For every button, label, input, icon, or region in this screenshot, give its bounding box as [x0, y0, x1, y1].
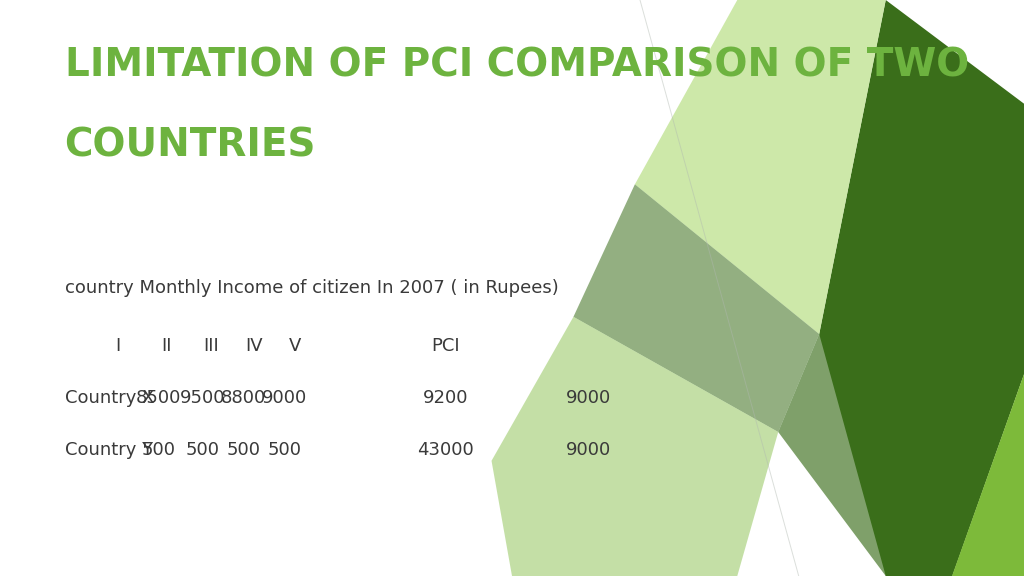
Text: Country X: Country X: [65, 389, 154, 407]
Text: 9200: 9200: [423, 389, 468, 407]
Text: LIMITATION OF PCI COMPARISON OF TWO: LIMITATION OF PCI COMPARISON OF TWO: [65, 46, 969, 84]
Text: I: I: [115, 337, 121, 355]
Text: 9000: 9000: [566, 389, 611, 407]
Text: country Monthly Income of citizen In 2007 ( in Rupees): country Monthly Income of citizen In 200…: [65, 279, 558, 297]
Text: V: V: [289, 337, 301, 355]
Text: 500: 500: [141, 441, 176, 458]
Text: 9000: 9000: [566, 441, 611, 458]
Polygon shape: [819, 0, 1024, 576]
Text: 500: 500: [226, 441, 261, 458]
Polygon shape: [573, 184, 819, 432]
Polygon shape: [952, 374, 1024, 576]
Text: 500: 500: [185, 441, 220, 458]
Text: 9500: 9500: [180, 389, 225, 407]
Text: III: III: [203, 337, 219, 355]
Text: II: II: [162, 337, 172, 355]
Polygon shape: [635, 0, 886, 334]
Text: 500: 500: [267, 441, 302, 458]
Text: 43000: 43000: [417, 441, 474, 458]
Text: COUNTRIES: COUNTRIES: [65, 127, 316, 165]
Text: IV: IV: [245, 337, 263, 355]
Text: 8800: 8800: [221, 389, 266, 407]
Text: Country Y: Country Y: [65, 441, 153, 458]
Text: PCI: PCI: [431, 337, 460, 355]
Polygon shape: [492, 317, 778, 576]
Polygon shape: [778, 334, 952, 576]
Text: 9000: 9000: [262, 389, 307, 407]
Text: 8500: 8500: [136, 389, 181, 407]
